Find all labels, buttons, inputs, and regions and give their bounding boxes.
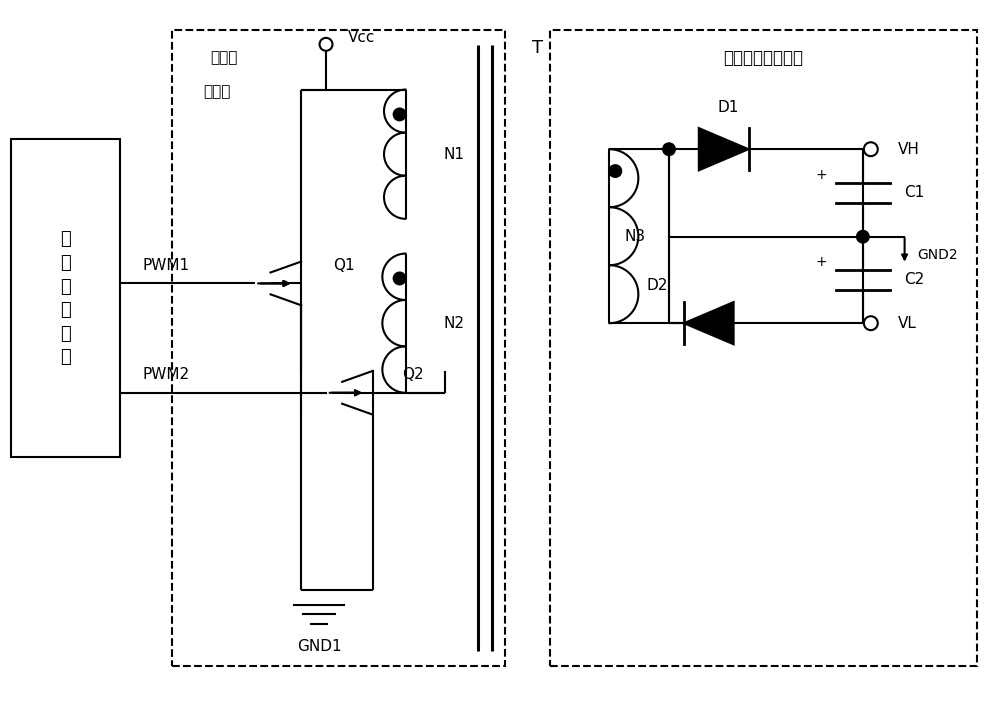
Circle shape xyxy=(320,38,332,51)
Text: PWM1: PWM1 xyxy=(142,258,189,273)
Text: C2: C2 xyxy=(905,273,925,287)
Text: PWM2: PWM2 xyxy=(142,367,189,382)
FancyBboxPatch shape xyxy=(550,30,977,666)
Text: 挽电路: 挽电路 xyxy=(203,84,230,99)
Text: 副边半波整流电路: 副边半波整流电路 xyxy=(723,49,803,67)
Text: +: + xyxy=(815,255,827,269)
Text: Q2: Q2 xyxy=(403,367,424,382)
FancyBboxPatch shape xyxy=(11,139,120,457)
Text: Q1: Q1 xyxy=(333,258,355,273)
Text: N2: N2 xyxy=(443,316,464,331)
Circle shape xyxy=(864,142,878,156)
Circle shape xyxy=(393,108,407,121)
Circle shape xyxy=(864,316,878,330)
Polygon shape xyxy=(684,302,734,344)
Text: N1: N1 xyxy=(443,147,464,161)
Polygon shape xyxy=(699,128,749,171)
Text: D2: D2 xyxy=(646,278,668,293)
Text: 可
编
程
控
制
器: 可 编 程 控 制 器 xyxy=(60,230,71,366)
Text: GND2: GND2 xyxy=(918,248,958,261)
Text: VL: VL xyxy=(898,316,917,331)
Text: D1: D1 xyxy=(718,100,739,115)
Text: T: T xyxy=(532,39,543,57)
Text: VH: VH xyxy=(898,142,920,156)
FancyBboxPatch shape xyxy=(172,30,505,666)
Text: N3: N3 xyxy=(624,229,645,244)
Circle shape xyxy=(856,229,870,244)
Circle shape xyxy=(608,164,622,178)
Circle shape xyxy=(393,271,407,285)
Text: C1: C1 xyxy=(905,185,925,200)
Circle shape xyxy=(662,142,676,156)
Text: +: + xyxy=(815,168,827,182)
Text: GND1: GND1 xyxy=(297,639,341,653)
Text: Vcc: Vcc xyxy=(348,30,375,45)
Text: 原边推: 原边推 xyxy=(210,50,237,65)
